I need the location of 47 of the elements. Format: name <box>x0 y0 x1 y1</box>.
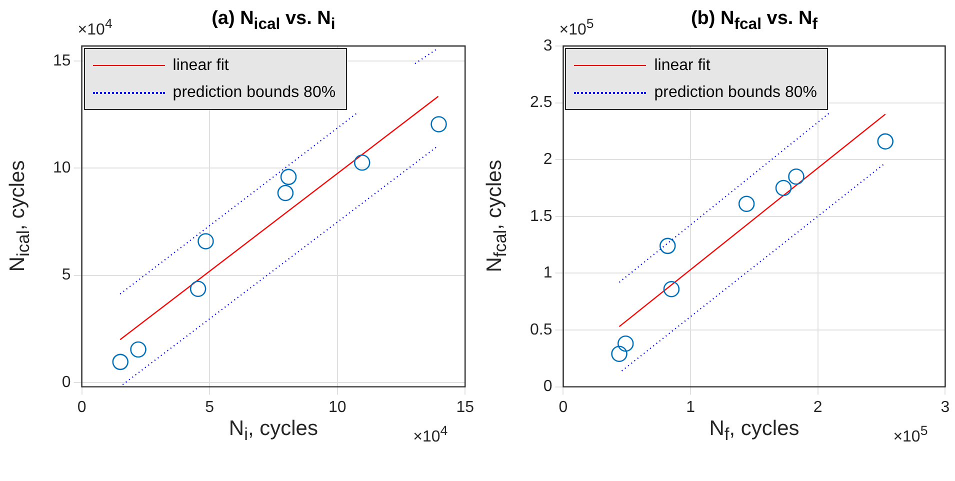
x-tick-label: 15 <box>456 398 474 416</box>
legend-label: prediction bounds 80% <box>654 84 818 102</box>
legend-label: prediction bounds 80% <box>172 84 336 102</box>
x-tick-label: 0 <box>77 398 86 416</box>
point <box>430 116 447 132</box>
chart-title: (a) N$_{ical}$ vs. N$_{i}$ <box>212 8 336 34</box>
y-tick-label: 2 <box>543 151 552 168</box>
chart-title: (b) N$_{fcal}$ vs. N$_{f}$ <box>690 8 818 34</box>
point <box>659 238 676 254</box>
point <box>198 233 214 250</box>
y-tick-label: 5 <box>62 266 71 284</box>
x-tick-label: 3 <box>940 398 950 416</box>
y-tick-label: 0.5 <box>530 321 552 338</box>
point <box>280 168 297 186</box>
x-tick-label: 5 <box>205 398 214 416</box>
x-tick-label: 0 <box>558 398 568 416</box>
x-tick-label: 2 <box>813 398 822 416</box>
y-tick-label: 1.5 <box>530 208 552 225</box>
point <box>190 280 206 297</box>
point <box>130 341 146 358</box>
text: ×10$^{4}$ <box>78 16 112 40</box>
y-tick-label: 3 <box>543 37 552 54</box>
x-axis-title: N$_{f}$, cycles <box>709 416 800 445</box>
x-tick-label: 10 <box>328 398 346 416</box>
y-tick-label: 0 <box>62 374 71 391</box>
point <box>775 180 792 196</box>
point <box>663 280 680 298</box>
point <box>788 168 804 185</box>
y-tick-label: 0 <box>543 378 552 396</box>
legend-label: linear fit <box>654 56 710 74</box>
legend-label: linear fit <box>172 56 229 74</box>
point <box>112 354 129 370</box>
point <box>738 196 755 212</box>
point <box>354 154 370 171</box>
y-tick-label: 15 <box>53 52 71 70</box>
x-axis-title: N$_{i}$, cycles <box>228 416 318 445</box>
point <box>611 346 628 362</box>
y-tick-label: 1 <box>543 264 552 282</box>
x-tick-label: 1 <box>686 398 696 416</box>
point <box>877 133 894 150</box>
y-tick-label: 2.5 <box>530 94 552 112</box>
point <box>617 335 634 352</box>
text: ×10$^{5}$ <box>893 422 928 446</box>
y-tick-label: 10 <box>53 160 71 177</box>
text: ×10$^{4}$ <box>413 422 448 446</box>
text: ×10$^{5}$ <box>559 16 594 40</box>
point <box>277 184 294 202</box>
